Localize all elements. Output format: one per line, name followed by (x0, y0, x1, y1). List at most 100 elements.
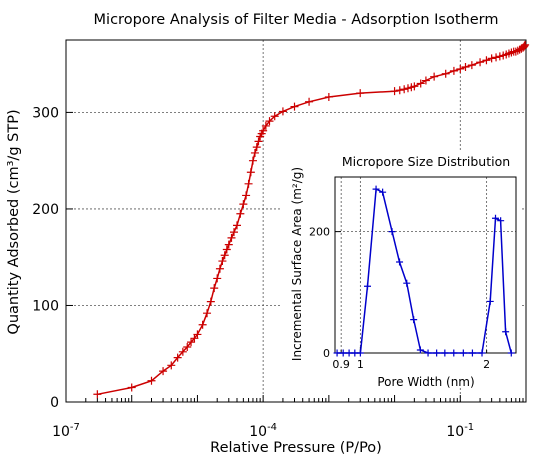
x-tick-label: 2 (483, 358, 490, 371)
data-point (449, 66, 458, 75)
data-point (476, 58, 485, 67)
data-point (244, 179, 253, 188)
data-point (236, 209, 245, 218)
data-point (416, 79, 425, 88)
data-point (356, 89, 365, 98)
data-point (224, 240, 233, 249)
data-point (507, 349, 515, 357)
data-point (441, 69, 450, 78)
data-point (379, 188, 387, 196)
data-point (468, 349, 476, 357)
data-point (265, 117, 274, 126)
x-tick-label: 10-4 (249, 422, 277, 440)
data-point (259, 126, 268, 135)
y-tick-label: 0 (323, 347, 330, 360)
data-point (515, 45, 524, 54)
data-point (213, 274, 222, 283)
data-point (364, 282, 372, 290)
data-point (403, 84, 412, 93)
inset-title: Micropore Size Distribution (342, 154, 510, 169)
data-point (492, 214, 500, 222)
data-point (210, 284, 219, 293)
y-tick-label: 300 (32, 105, 59, 121)
data-point (410, 316, 418, 324)
data-point (127, 383, 136, 392)
data-point (167, 361, 176, 370)
x-tick-label: 0.9 (332, 358, 350, 371)
data-point (456, 64, 465, 73)
data-point (486, 297, 494, 305)
data-point (250, 148, 259, 157)
data-point (193, 330, 202, 339)
data-point (227, 233, 236, 242)
data-point (513, 46, 522, 55)
data-point (497, 217, 505, 225)
data-point (390, 87, 399, 96)
main-x-axis-label: Relative Pressure (P/Po) (210, 440, 382, 456)
data-point (416, 346, 424, 354)
data-point (252, 143, 261, 152)
data-point (246, 168, 255, 177)
inset-plot-area: Micropore Size Distribution Pore Width (… (282, 152, 522, 389)
y-tick-label: 100 (32, 298, 59, 314)
data-point (433, 349, 441, 357)
data-point (502, 328, 510, 336)
data-point (229, 228, 238, 237)
data-point (159, 367, 168, 376)
data-point (290, 102, 299, 111)
data-point (467, 61, 476, 70)
data-point (459, 349, 467, 357)
data-point (198, 320, 207, 329)
data-point (173, 353, 182, 362)
data-point (278, 107, 287, 116)
data-point (511, 47, 520, 56)
data-point (187, 338, 196, 347)
data-point (183, 342, 192, 351)
data-point (203, 309, 212, 318)
y-tick-label: 0 (50, 395, 59, 411)
data-point (218, 257, 227, 266)
data-point (461, 63, 470, 72)
data-point (270, 112, 279, 121)
y-tick-label: 200 (309, 225, 330, 238)
data-point (396, 258, 404, 266)
data-point (254, 137, 263, 146)
main-y-axis-label: Quantity Adsorbed (cm³/g STP) (6, 109, 22, 334)
data-point (450, 349, 458, 357)
data-point (430, 72, 439, 81)
inset-y-axis-label: Incremental Surface Area (m²/g) (290, 167, 304, 361)
data-point (403, 279, 411, 287)
plot-frame (65, 39, 527, 403)
data-point (248, 156, 257, 165)
data-point (495, 52, 504, 61)
data-point (487, 54, 496, 63)
data-point (388, 228, 396, 236)
data-point (215, 264, 224, 273)
data-point (478, 349, 486, 357)
data-point (424, 349, 432, 357)
data-point (400, 85, 409, 94)
x-tick-label: 10-7 (52, 422, 80, 440)
data-point (206, 297, 215, 306)
x-tick-label: 10-1 (446, 422, 474, 440)
data-point (492, 53, 501, 62)
data-point (178, 347, 187, 356)
inset-x-axis-label: Pore Width (nm) (377, 375, 474, 389)
data-point (220, 251, 229, 260)
data-point (519, 42, 528, 51)
data-point (339, 349, 347, 357)
data-point (482, 56, 491, 65)
data-point (441, 349, 449, 357)
data-point (372, 185, 380, 193)
data-point (395, 86, 404, 95)
data-point (521, 40, 530, 49)
data-point (222, 245, 231, 254)
data-point (410, 82, 419, 91)
data-point (261, 121, 270, 130)
data-point (333, 349, 341, 357)
data-point (239, 200, 248, 209)
data-point (147, 376, 156, 385)
data-point (324, 92, 333, 101)
y-tick-label: 200 (32, 202, 59, 218)
